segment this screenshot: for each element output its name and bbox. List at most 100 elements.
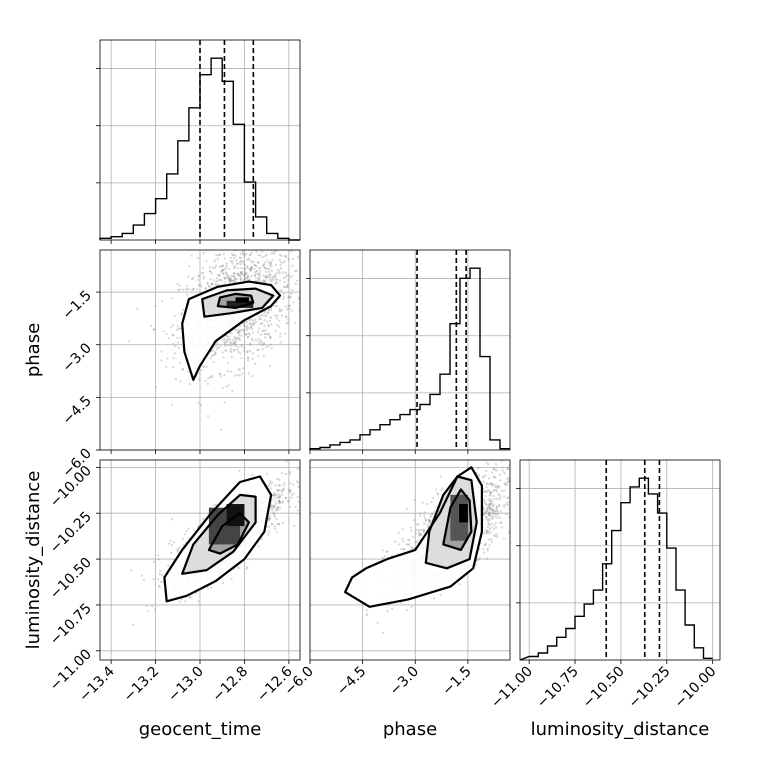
sample-point — [271, 275, 275, 278]
sample-point — [267, 518, 270, 521]
sample-point — [497, 493, 500, 496]
sample-point — [483, 490, 486, 493]
hist-panel-geocent-time — [96, 39, 301, 241]
sample-point — [487, 523, 490, 526]
sample-point — [305, 266, 307, 268]
sample-point — [486, 526, 489, 529]
sample-point — [261, 314, 264, 317]
sample-point — [290, 496, 293, 499]
sample-point — [486, 507, 489, 511]
sample-point — [231, 279, 235, 282]
sample-point — [266, 484, 270, 487]
sample-point — [222, 252, 225, 255]
sample-point — [302, 290, 304, 292]
sample-point — [257, 260, 260, 264]
sample-point — [172, 342, 175, 345]
sample-point — [283, 281, 286, 284]
sample-point — [297, 481, 300, 484]
sample-point — [224, 340, 228, 343]
sample-point — [514, 473, 516, 475]
sample-point — [272, 276, 275, 279]
sample-point — [431, 496, 435, 499]
sample-point — [288, 482, 291, 485]
sample-point — [224, 344, 227, 347]
sample-point — [439, 594, 442, 597]
sample-point — [230, 344, 233, 347]
sample-point — [490, 502, 493, 505]
sample-point — [266, 320, 269, 323]
sample-point — [197, 600, 200, 603]
sample-point — [252, 331, 255, 334]
sample-point — [259, 266, 262, 269]
sample-point — [264, 315, 267, 318]
histogram-step-luminosity-distance — [519, 477, 713, 661]
sample-point — [399, 601, 403, 605]
sample-point — [246, 274, 249, 278]
sample-point — [288, 304, 291, 307]
sample-point — [180, 598, 183, 601]
sample-point — [223, 257, 226, 260]
sample-point — [507, 501, 510, 504]
sample-point — [496, 509, 499, 512]
sample-point — [262, 342, 265, 345]
sample-point — [265, 277, 268, 280]
sample-point — [240, 372, 243, 375]
sample-point — [489, 515, 492, 518]
sample-point — [490, 498, 493, 501]
sample-point — [263, 266, 266, 269]
sample-point — [176, 336, 179, 340]
sample-point — [221, 268, 224, 272]
sample-point — [195, 591, 198, 595]
sample-point — [281, 309, 284, 312]
sample-point — [203, 245, 205, 247]
sample-point — [246, 336, 250, 339]
sample-point — [276, 477, 279, 480]
x-tick-label: −10.50 — [580, 664, 628, 712]
sample-point — [274, 282, 277, 285]
sample-point — [279, 309, 282, 312]
sample-point — [267, 324, 270, 327]
sample-point — [192, 288, 195, 291]
sample-point — [499, 510, 502, 513]
sample-point — [243, 275, 246, 278]
sample-point — [232, 339, 235, 342]
sample-point — [489, 502, 492, 505]
sample-point — [477, 467, 480, 470]
sample-point — [243, 346, 246, 349]
sample-point — [258, 327, 261, 330]
sample-point — [296, 496, 299, 499]
sample-point — [398, 543, 401, 546]
sample-point — [276, 271, 279, 275]
sample-point — [487, 532, 490, 535]
sample-point — [507, 531, 510, 534]
sample-point — [208, 376, 212, 379]
sample-point — [431, 513, 434, 516]
sample-point — [493, 488, 496, 491]
sample-point — [278, 495, 281, 498]
sample-point — [484, 474, 487, 477]
sample-point — [200, 369, 203, 372]
sample-point — [266, 243, 268, 245]
sample-point — [224, 266, 228, 269]
sample-point — [424, 516, 427, 520]
sample-point — [486, 505, 490, 509]
sample-point — [294, 282, 297, 286]
sample-point — [228, 280, 231, 283]
sample-point — [241, 250, 244, 253]
sample-point — [200, 272, 203, 275]
sample-point — [223, 341, 227, 344]
sample-point — [296, 480, 299, 483]
sample-point — [264, 255, 267, 258]
sample-point — [167, 542, 171, 545]
sample-point — [172, 366, 175, 369]
sample-point — [230, 243, 232, 245]
sample-point — [170, 297, 173, 300]
sample-point — [206, 415, 210, 418]
sample-point — [202, 252, 205, 255]
sample-point — [491, 515, 494, 518]
sample-point — [251, 337, 254, 340]
sample-point — [274, 458, 276, 460]
sample-point — [497, 503, 501, 507]
sample-point — [255, 269, 258, 273]
sample-point — [255, 250, 258, 253]
